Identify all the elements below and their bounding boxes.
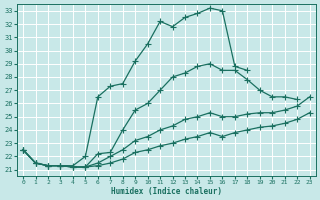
X-axis label: Humidex (Indice chaleur): Humidex (Indice chaleur) [111, 187, 222, 196]
